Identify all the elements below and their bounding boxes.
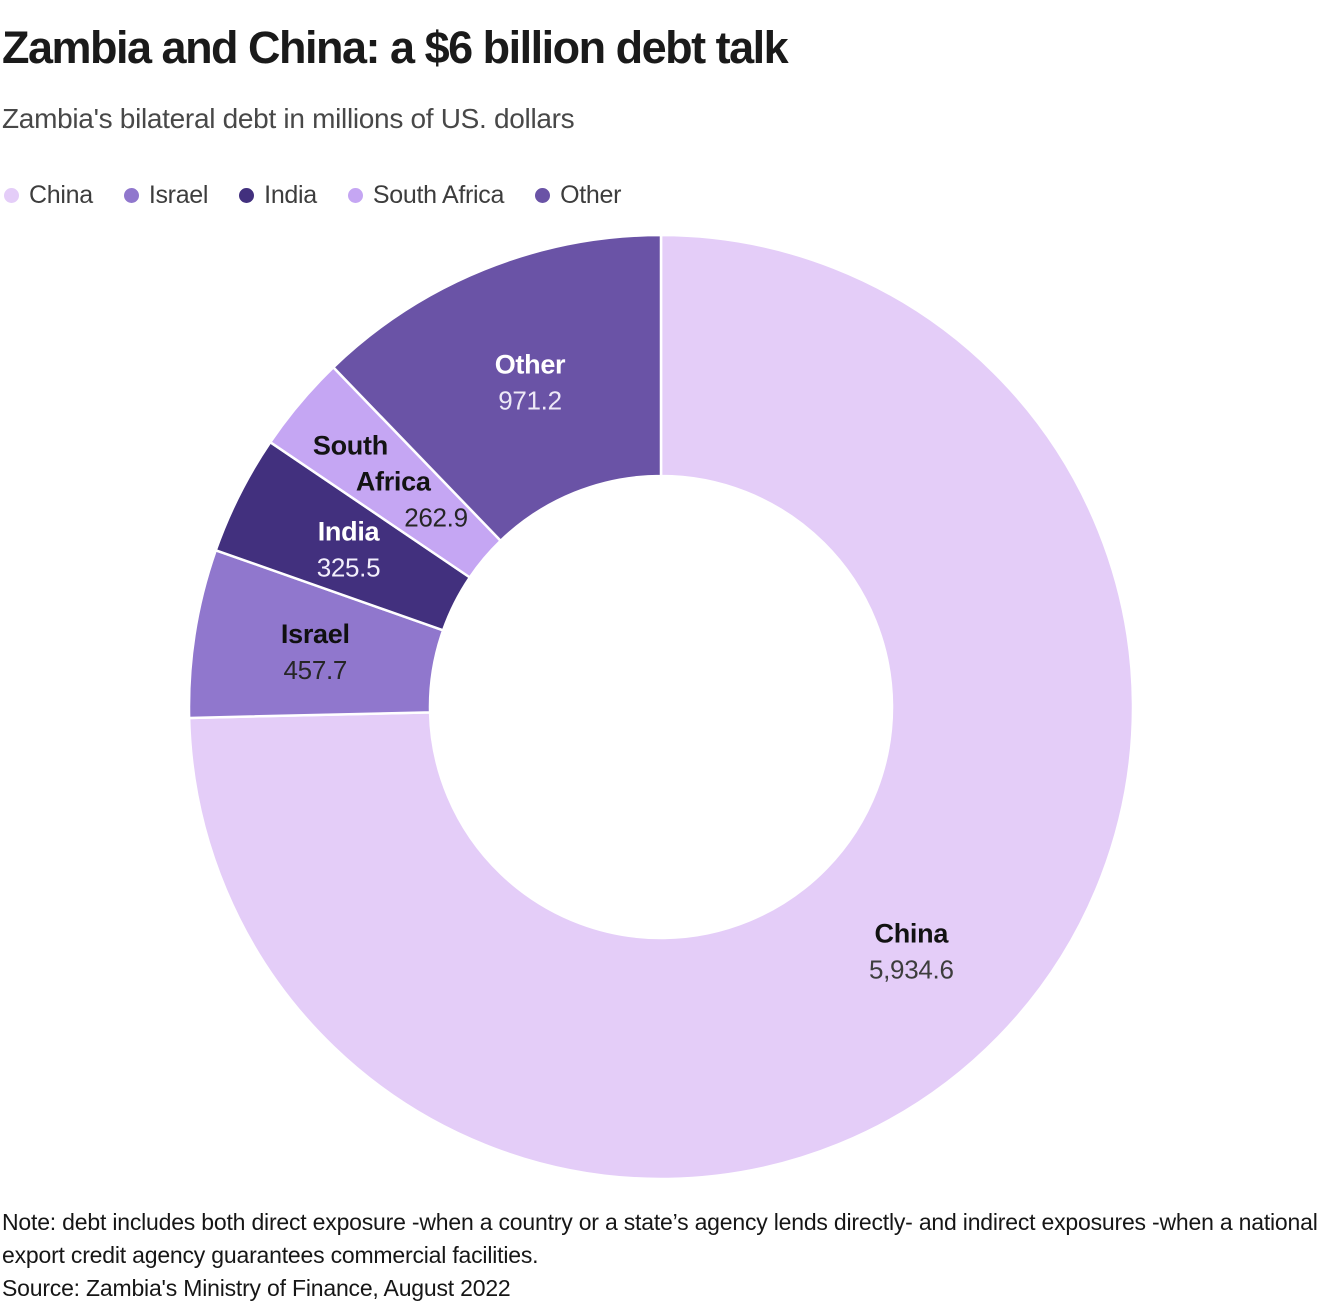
slice-name-south-africa: South — [313, 431, 388, 461]
legend-swatch-israel — [123, 187, 139, 203]
slice-label-other: Other 971.2 — [495, 349, 567, 415]
slice-label-israel: Israel 457.7 — [281, 619, 350, 685]
slice-value-india: 325.5 — [317, 552, 381, 582]
legend-item-india: India — [239, 181, 317, 210]
legend-swatch-china — [4, 187, 19, 203]
legend-item-israel: Israel — [123, 180, 209, 210]
slice-name-israel: Israel — [281, 619, 350, 649]
legend-label-israel: Israel — [148, 180, 209, 209]
slice-name-south-africa: Africa — [356, 467, 432, 497]
slice-value-israel: 457.7 — [284, 655, 348, 685]
donut-chart: China 5,934.6 Israel 457.7 India 325.5 South Af… — [187, 233, 1135, 1181]
slice-label-south-africa: South Africa 262.9 — [313, 431, 468, 533]
legend-item-china: China — [4, 181, 93, 210]
slice-china — [187, 233, 1135, 1181]
chart-footer: Note: debt includes both direct exposure… — [2, 1206, 1320, 1305]
legend-label-china: China — [29, 180, 93, 209]
chart-subtitle: Zambia's bilateral debt in millions of U… — [2, 103, 575, 134]
legend-label-india: India — [264, 180, 317, 209]
chart-legend: China Israel India South Africa Other — [4, 180, 1320, 210]
slice-name-india: India — [318, 516, 381, 546]
legend-swatch-south-africa — [347, 187, 363, 203]
slice-value-china: 5,934.6 — [869, 955, 954, 985]
slice-value-other: 971.2 — [498, 385, 562, 415]
legend-item-other: Other — [535, 181, 621, 210]
slice-label-india: India 325.5 — [317, 516, 381, 582]
slice-name-other: Other — [495, 349, 566, 379]
slice-label-china: China 5,934.6 — [869, 919, 954, 985]
legend-swatch-other — [535, 187, 551, 203]
legend-label-other: Other — [560, 180, 622, 209]
slice-other — [332, 233, 663, 542]
donut-chart-area: China 5,934.6 Israel 457.7 India 325.5 South Af… — [0, 222, 1320, 1192]
chart-source: Source: Zambia's Ministry of Finance, Au… — [2, 1275, 511, 1301]
slice-value-south-africa: 262.9 — [404, 503, 468, 533]
chart-title: Zambia and China: a $6 billion debt talk — [2, 22, 789, 73]
legend-swatch-india — [239, 187, 255, 203]
legend-item-south-africa: South Africa — [347, 180, 505, 210]
legend-label-south-africa: South Africa — [372, 180, 505, 209]
slice-name-china: China — [875, 919, 950, 949]
chart-note: Note: debt includes both direct exposure… — [2, 1209, 1318, 1268]
